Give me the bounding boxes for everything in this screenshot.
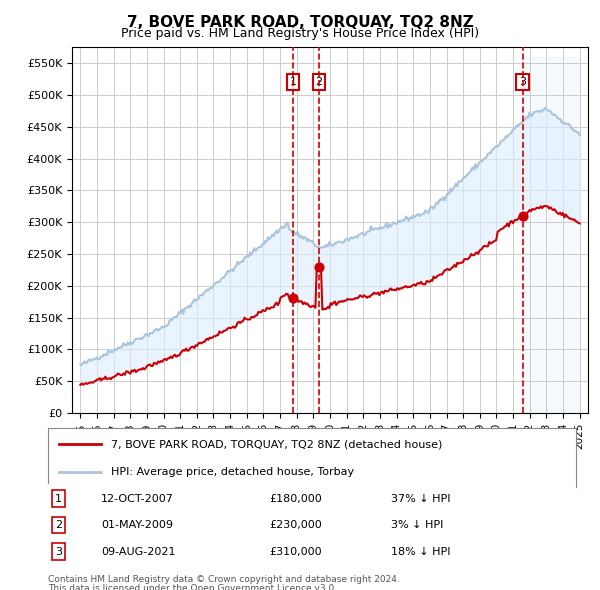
Text: This data is licensed under the Open Government Licence v3.0.: This data is licensed under the Open Gov…	[48, 584, 337, 590]
Text: 3% ↓ HPI: 3% ↓ HPI	[391, 520, 443, 530]
Text: 3: 3	[519, 77, 526, 87]
Text: 1: 1	[290, 77, 296, 87]
Text: £230,000: £230,000	[270, 520, 323, 530]
Text: 18% ↓ HPI: 18% ↓ HPI	[391, 546, 451, 556]
Text: Contains HM Land Registry data © Crown copyright and database right 2024.: Contains HM Land Registry data © Crown c…	[48, 575, 400, 584]
Text: HPI: Average price, detached house, Torbay: HPI: Average price, detached house, Torb…	[112, 467, 355, 477]
Text: 3: 3	[55, 546, 62, 556]
Point	[314, 262, 323, 271]
Text: 01-MAY-2009: 01-MAY-2009	[101, 520, 173, 530]
Text: 12-OCT-2007: 12-OCT-2007	[101, 494, 173, 504]
Point	[518, 211, 527, 221]
Text: 2: 2	[55, 520, 62, 530]
Text: £310,000: £310,000	[270, 546, 322, 556]
Text: Price paid vs. HM Land Registry's House Price Index (HPI): Price paid vs. HM Land Registry's House …	[121, 27, 479, 40]
Text: 7, BOVE PARK ROAD, TORQUAY, TQ2 8NZ: 7, BOVE PARK ROAD, TORQUAY, TQ2 8NZ	[127, 15, 473, 30]
Text: 1: 1	[55, 494, 62, 504]
Text: 37% ↓ HPI: 37% ↓ HPI	[391, 494, 451, 504]
Point	[288, 294, 298, 303]
Text: 09-AUG-2021: 09-AUG-2021	[101, 546, 175, 556]
Text: 7, BOVE PARK ROAD, TORQUAY, TQ2 8NZ (detached house): 7, BOVE PARK ROAD, TORQUAY, TQ2 8NZ (det…	[112, 440, 443, 449]
Text: 2: 2	[315, 77, 322, 87]
Text: £180,000: £180,000	[270, 494, 323, 504]
